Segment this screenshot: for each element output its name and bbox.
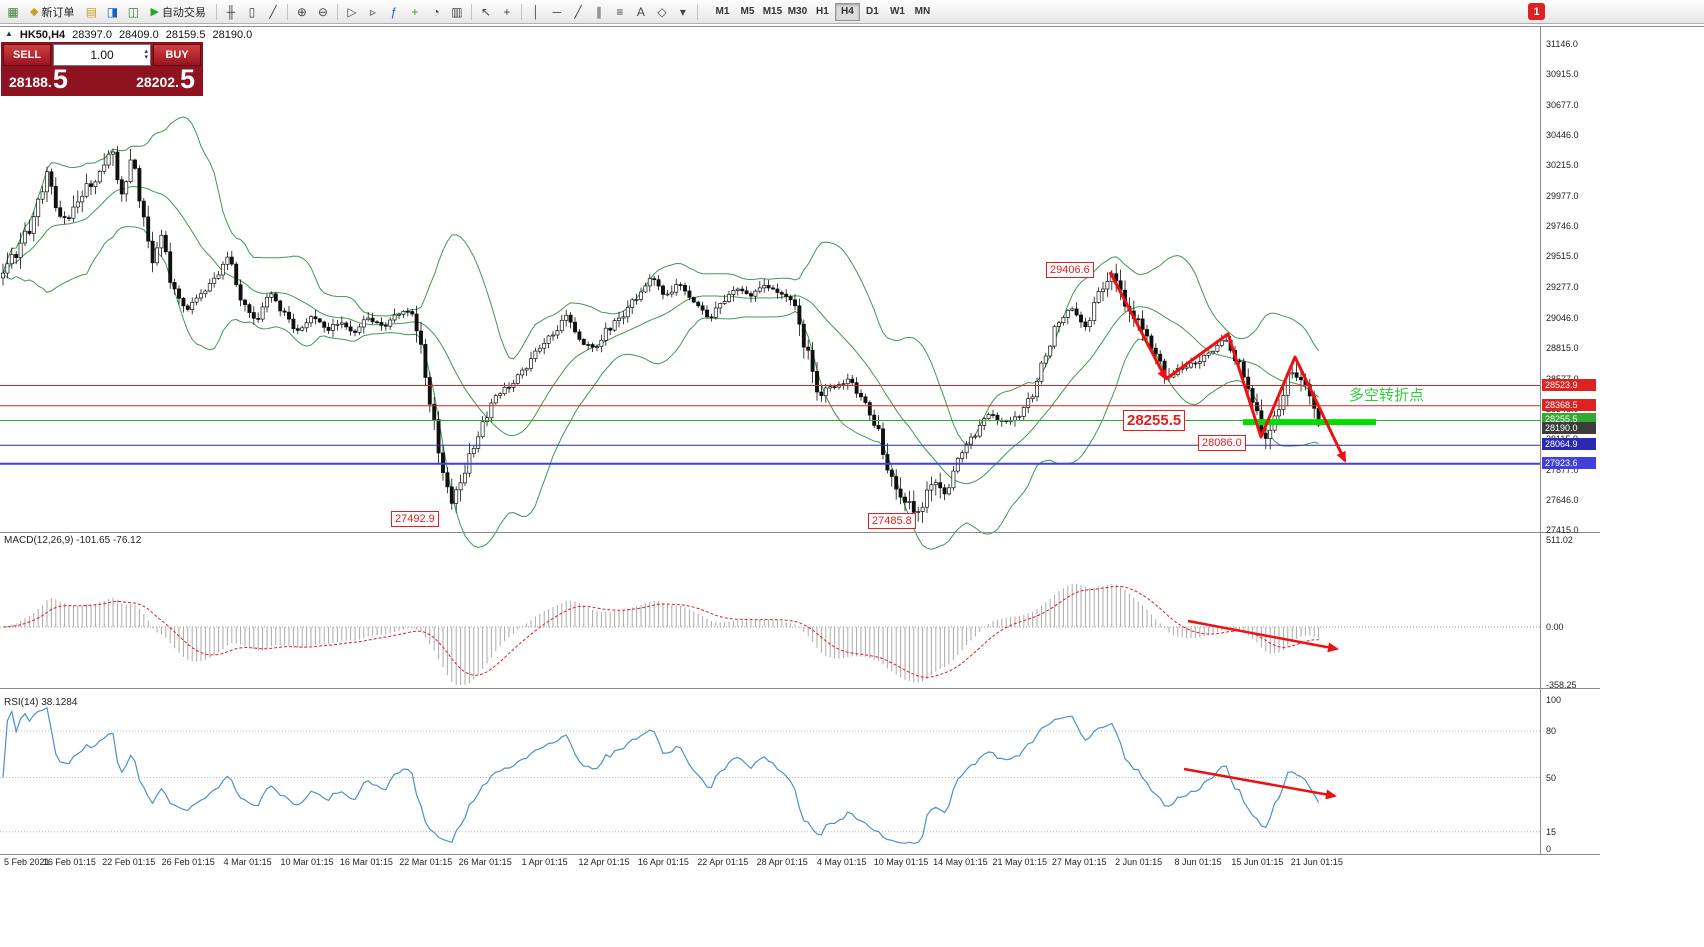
toolbar-button-label: 自动交易 (161, 6, 206, 19)
toolbar-separator (336, 3, 338, 20)
ohlc-high: 28409.0 (118, 29, 159, 41)
volume-down-icon[interactable]: ▾ (144, 54, 148, 61)
sell-price: 28188. 5 (9, 64, 68, 94)
new-chart-icon[interactable]: ▦ (3, 2, 23, 22)
buy-price-main: 28202. (136, 74, 179, 90)
new-order-button[interactable]: ◆ 新订单 (24, 2, 80, 22)
crosshair-icon[interactable]: + (497, 2, 517, 22)
timeframe-w1-button[interactable]: W1 (885, 3, 910, 21)
annotation-high-29406[interactable]: 29406.6 (1046, 262, 1094, 278)
timeframe-d1-button[interactable]: D1 (860, 3, 885, 21)
line-chart-icon[interactable]: ╱ (263, 2, 283, 22)
horizontal-line-icon[interactable]: ─ (547, 2, 567, 22)
ohlc-open: 28397.0 (72, 29, 112, 41)
add-indicator-icon[interactable]: + (405, 2, 425, 22)
buy-button[interactable]: BUY (153, 44, 201, 66)
market-watch-icon[interactable]: ◨ (102, 2, 122, 22)
buy-price-big-digit: 5 (179, 64, 195, 94)
sell-price-main: 28188. (9, 74, 52, 90)
toolbar-separator (286, 3, 288, 20)
volume-up-icon[interactable]: ▴ (144, 48, 148, 55)
zoom-in-icon[interactable]: ⊕ (292, 2, 312, 22)
autotrading-icon: ▶ (150, 6, 159, 18)
timeframe-m5-button[interactable]: M5 (735, 3, 760, 21)
notification-badge[interactable]: 1 (1528, 3, 1545, 20)
main-toolbar: ▦ ◆ 新订单 ▤ ◨ ◫ ▶ 自动交易 ╫ ▯ ╱ ⊕ ⊖ ▷ ▹ ƒ + ◔ ▥ ↖ + │ ─ ╱ ∥ ≡ A ◇ ▾ M1 M5 M… (0, 0, 1704, 24)
toolbar-button-group: ▦ ◆ 新订单 ▤ ◨ ◫ ▶ 自动交易 ╫ ▯ ╱ ⊕ ⊖ ▷ ▹ ƒ + ◔ ▥ ↖ + │ ─ ╱ ∥ ≡ A ◇ ▾ (3, 2, 701, 22)
toolbar-button-label: 新订单 (41, 6, 75, 19)
macd-indicator-label: MACD(12,26,9) -101.65 -76.12 (4, 535, 142, 546)
annotation-low-28086[interactable]: 28086.0 (1198, 435, 1246, 451)
shapes-dropdown-icon[interactable]: ◇ (652, 2, 672, 22)
toolbar-separator (470, 3, 472, 20)
templates-icon[interactable]: ▥ (447, 2, 467, 22)
chart-shift-icon[interactable]: ▹ (363, 2, 383, 22)
timeframe-m30-button[interactable]: M30 (785, 3, 810, 21)
vertical-line-icon[interactable]: │ (526, 2, 546, 22)
autotrading-button[interactable]: ▶ 自动交易 (144, 2, 211, 22)
toolbar-separator (696, 3, 698, 20)
equidistant-channel-icon[interactable]: ∥ (589, 2, 609, 22)
volume-value: 1.00 (90, 48, 114, 62)
timeframe-m1-button[interactable]: M1 (710, 3, 735, 21)
symbol-name: HK50,H4 (19, 29, 66, 41)
new-order-icon: ◆ (30, 6, 39, 18)
zoom-out-icon[interactable]: ⊖ (313, 2, 333, 22)
indicators-icon[interactable]: ƒ (384, 2, 404, 22)
sell-price-big-digit: 5 (52, 64, 68, 94)
fibonacci-icon[interactable]: ≡ (610, 2, 630, 22)
sell-button[interactable]: SELL (3, 44, 51, 66)
trade-panel-expander-icon[interactable]: ▲ (5, 29, 13, 38)
toolbar-separator (520, 3, 522, 20)
annotation-low-27485[interactable]: 27485.8 (868, 513, 916, 529)
bar-chart-icon[interactable]: ╫ (221, 2, 241, 22)
text-label-icon[interactable]: A (631, 2, 651, 22)
timeframe-toolbar: M1 M5 M15 M30 H1 H4 D1 W1 MN (710, 2, 935, 21)
dropdown-caret-icon[interactable]: ▾ (673, 2, 693, 22)
annotation-low-27492[interactable]: 27492.9 (391, 511, 439, 527)
rsi-indicator-label: RSI(14) 38.1284 (4, 697, 78, 708)
volume-input[interactable]: 1.00 ▴ ▾ (53, 44, 151, 66)
data-window-icon[interactable]: ◫ (123, 2, 143, 22)
timeframe-h4-button[interactable]: H4 (834, 2, 860, 21)
periods-icon[interactable]: ◔ (426, 2, 446, 22)
auto-scroll-icon[interactable]: ▷ (342, 2, 362, 22)
timeframe-mn-button[interactable]: MN (910, 3, 935, 21)
ohlc-low: 28159.5 (165, 29, 206, 41)
one-click-trading-panel: SELL 1.00 ▴ ▾ BUY 28188. 5 28202. 5 (1, 42, 203, 96)
cursor-icon[interactable]: ↖ (476, 2, 496, 22)
buy-price: 28202. 5 (136, 64, 195, 94)
trendline-icon[interactable]: ╱ (568, 2, 588, 22)
toolbar-separator (215, 3, 217, 20)
profiles-icon[interactable]: ▤ (81, 2, 101, 22)
timeframe-h1-button[interactable]: H1 (810, 3, 835, 21)
ohlc-close: 28190.0 (212, 29, 253, 41)
timeframe-m15-button[interactable]: M15 (760, 3, 785, 21)
symbol-info: ▲ HK50,H4 28397.0 28409.0 28159.5 28190.… (5, 29, 252, 41)
candlestick-chart-icon[interactable]: ▯ (242, 2, 262, 22)
annotation-level-28255[interactable]: 28255.5 (1123, 410, 1186, 431)
volume-spinner[interactable]: ▴ ▾ (144, 46, 148, 64)
